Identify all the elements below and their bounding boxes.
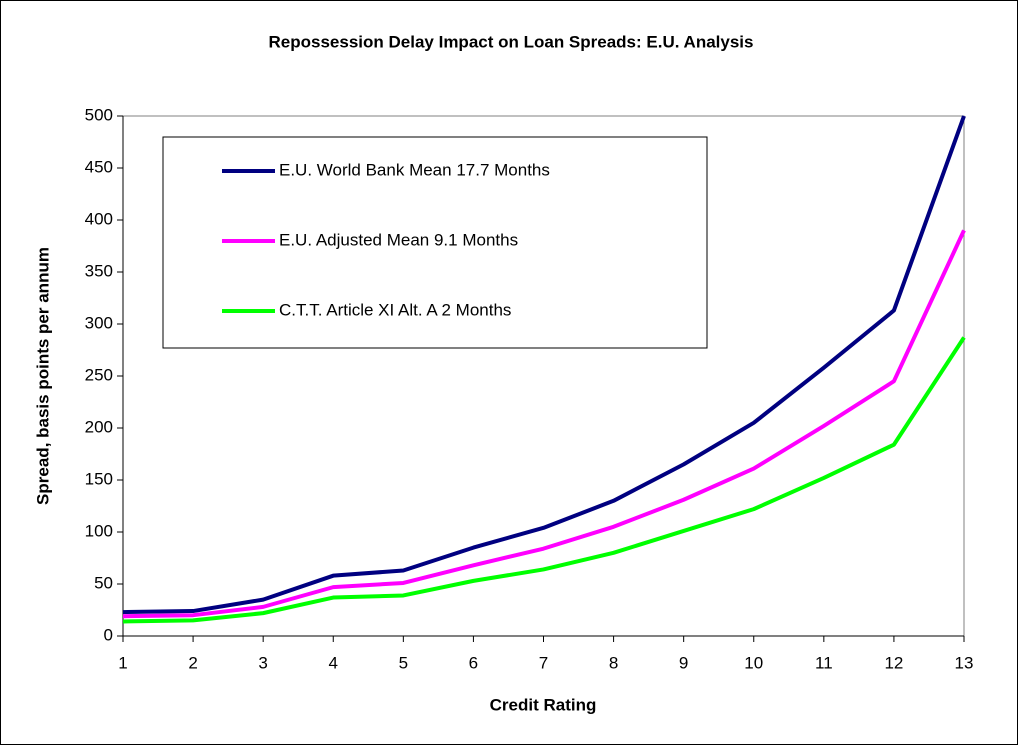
y-tick-label: 300 — [85, 313, 113, 332]
x-tick-label: 6 — [469, 653, 478, 672]
x-tick-label: 13 — [955, 653, 974, 672]
y-tick-label: 450 — [85, 157, 113, 176]
x-tick-label: 3 — [258, 653, 267, 672]
x-tick-label: 8 — [609, 653, 618, 672]
legend-label: C.T.T. Article XI Alt. A 2 Months — [279, 300, 511, 319]
x-tick-label: 7 — [539, 653, 548, 672]
y-tick-label: 250 — [85, 365, 113, 384]
y-tick-label: 350 — [85, 261, 113, 280]
x-tick-label: 11 — [815, 653, 833, 672]
y-tick-label: 100 — [85, 521, 113, 540]
y-axis-label: Spread, basis points per annum — [33, 247, 52, 505]
series-line — [122, 229, 966, 619]
x-tick-label: 12 — [884, 653, 903, 672]
x-tick-label: 9 — [679, 653, 688, 672]
y-tick-label: 0 — [104, 625, 113, 644]
legend-label: E.U. Adjusted Mean 9.1 Months — [279, 230, 518, 249]
x-tick-label: 5 — [399, 653, 408, 672]
x-tick-label: 1 — [118, 653, 127, 672]
y-tick-label: 200 — [85, 417, 113, 436]
y-tick-label: 150 — [85, 469, 113, 488]
x-tick-label: 10 — [744, 653, 763, 672]
series-line — [122, 336, 966, 624]
y-tick-label: 400 — [85, 209, 113, 228]
series-line — [122, 115, 966, 615]
chart-title: Repossession Delay Impact on Loan Spread… — [269, 32, 754, 51]
x-axis-label: Credit Rating — [490, 695, 597, 714]
y-tick-label: 50 — [94, 573, 113, 592]
x-tick-label: 2 — [188, 653, 197, 672]
x-tick-label: 4 — [329, 653, 338, 672]
y-tick-label: 500 — [85, 105, 113, 124]
legend-label: E.U. World Bank Mean 17.7 Months — [279, 160, 550, 179]
